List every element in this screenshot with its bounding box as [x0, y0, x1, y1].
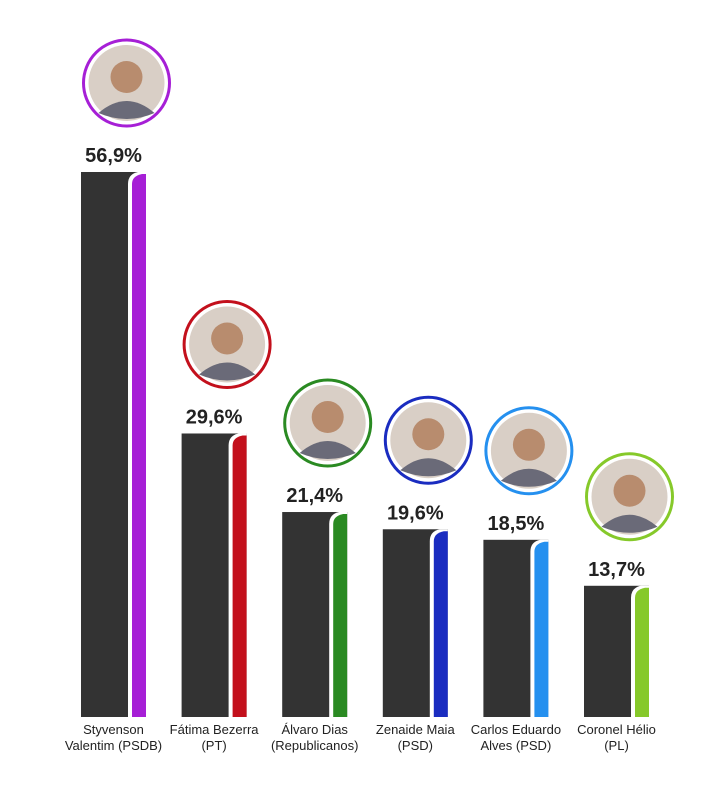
photo-body [500, 468, 557, 487]
bar-stripe [635, 587, 649, 717]
photo-body [601, 514, 658, 533]
category-label: Styvenson Valentim (PSDB) [64, 722, 163, 753]
value-label: 29,6% [186, 406, 243, 428]
photo-body [199, 362, 256, 381]
photo-body [299, 441, 356, 460]
photo-head [512, 428, 545, 461]
bar-stripe [232, 435, 247, 717]
photo-head [110, 61, 143, 93]
photo-body [400, 458, 457, 477]
category-label: Coronel Hélio (PL) [577, 722, 656, 753]
photo-head [211, 322, 244, 355]
category-label: Álvaro Dias (Republicanos) [270, 722, 359, 753]
photo-head [412, 418, 445, 451]
value-label: 13,7% [588, 559, 645, 581]
value-label: 18,5% [488, 513, 545, 535]
category-label: Carlos Eduardo Alves (PSD) [470, 722, 562, 753]
bar-stripe [132, 174, 146, 717]
value-label: 21,4% [286, 485, 343, 507]
bar-stripe [433, 531, 448, 717]
photo-body [98, 101, 155, 119]
value-label: 19,6% [387, 502, 444, 524]
category-label: Fátima Bezerra (PT) [169, 722, 259, 753]
photo-head [613, 474, 646, 507]
bar-stripe [534, 541, 549, 717]
value-label: 56,9% [85, 145, 142, 167]
category-label: Zenaide Maia (PSD) [375, 722, 455, 753]
bar-stripe [333, 514, 348, 717]
photo-head [311, 401, 344, 434]
